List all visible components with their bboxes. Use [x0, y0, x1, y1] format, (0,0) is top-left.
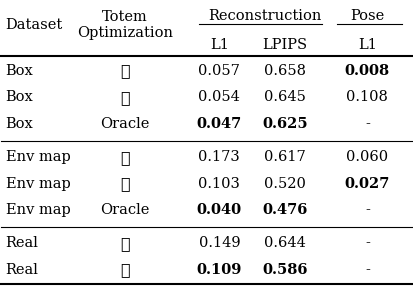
Text: Box: Box [5, 64, 33, 78]
Text: ✓: ✓ [120, 89, 129, 106]
Text: 0.173: 0.173 [198, 150, 240, 164]
Text: 0.617: 0.617 [263, 150, 305, 164]
Text: L1: L1 [357, 38, 376, 52]
Text: 0.645: 0.645 [263, 91, 305, 105]
Text: -: - [364, 203, 369, 217]
Text: Pose: Pose [349, 9, 384, 23]
Text: Totem
Optimization: Totem Optimization [76, 10, 172, 40]
Text: ✗: ✗ [120, 235, 129, 252]
Text: 0.476: 0.476 [262, 203, 307, 217]
Text: Box: Box [5, 117, 33, 131]
Text: LPIPS: LPIPS [262, 38, 307, 52]
Text: Dataset: Dataset [5, 18, 63, 32]
Text: 0.103: 0.103 [198, 177, 240, 191]
Text: 0.060: 0.060 [346, 150, 387, 164]
Text: 0.040: 0.040 [196, 203, 241, 217]
Text: 0.008: 0.008 [344, 64, 389, 78]
Text: -: - [364, 117, 369, 131]
Text: Box: Box [5, 91, 33, 105]
Text: ✓: ✓ [120, 175, 129, 192]
Text: 0.644: 0.644 [263, 236, 305, 250]
Text: 0.047: 0.047 [196, 117, 241, 131]
Text: Env map: Env map [5, 203, 70, 217]
Text: Real: Real [5, 236, 38, 250]
Text: -: - [364, 263, 369, 277]
Text: 0.054: 0.054 [198, 91, 240, 105]
Text: 0.109: 0.109 [196, 263, 242, 277]
Text: -: - [364, 236, 369, 250]
Text: 0.149: 0.149 [198, 236, 240, 250]
Text: Real: Real [5, 263, 38, 277]
Text: 0.520: 0.520 [263, 177, 305, 191]
Text: Oracle: Oracle [100, 203, 149, 217]
Text: ✗: ✗ [120, 63, 129, 79]
Text: ✗: ✗ [120, 149, 129, 166]
Text: 0.027: 0.027 [344, 177, 389, 191]
Text: 0.057: 0.057 [198, 64, 240, 78]
Text: Env map: Env map [5, 150, 70, 164]
Text: 0.658: 0.658 [263, 64, 305, 78]
Text: Oracle: Oracle [100, 117, 149, 131]
Text: ✓: ✓ [120, 261, 129, 278]
Text: 0.625: 0.625 [262, 117, 307, 131]
Text: L1: L1 [209, 38, 228, 52]
Text: 0.586: 0.586 [262, 263, 307, 277]
Text: Reconstruction: Reconstruction [207, 9, 320, 23]
Text: 0.108: 0.108 [346, 91, 387, 105]
Text: Env map: Env map [5, 177, 70, 191]
